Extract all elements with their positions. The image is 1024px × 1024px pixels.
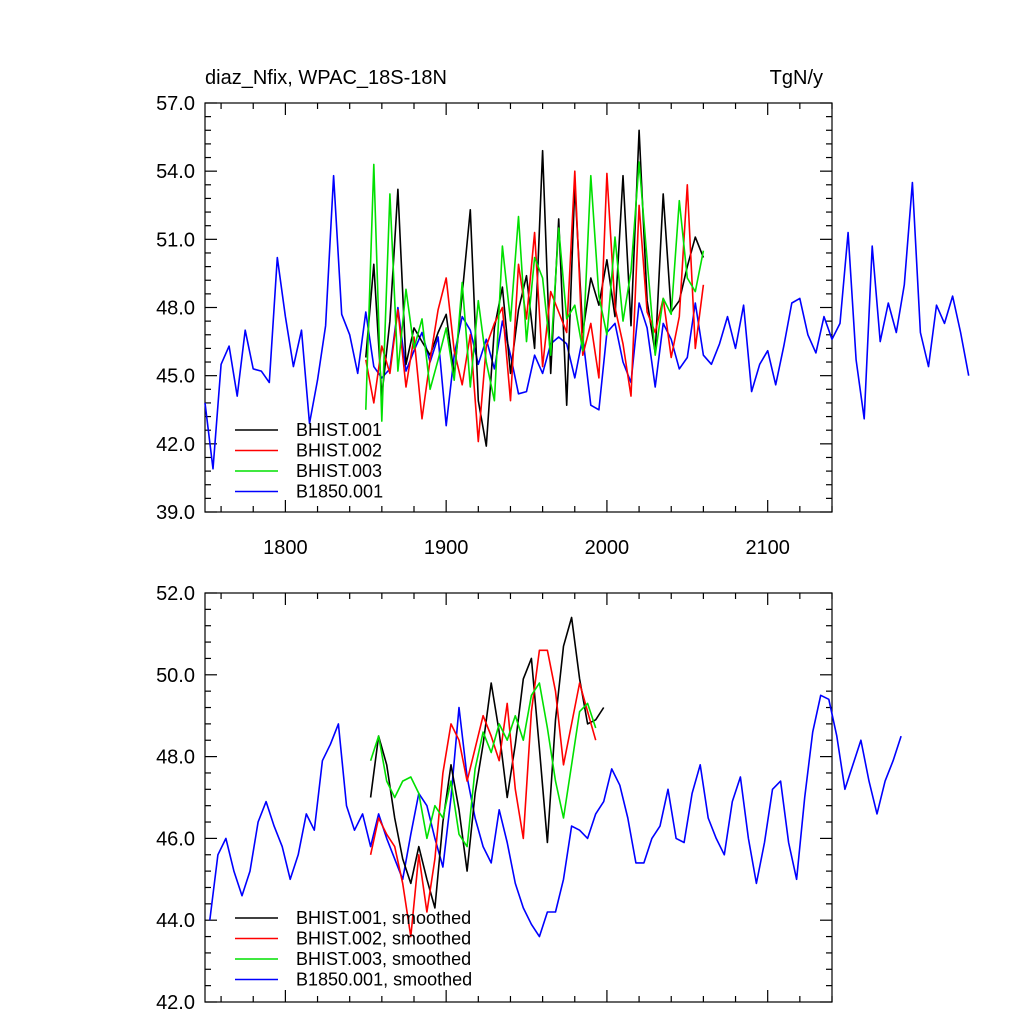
legend-label: BHIST.001 [296,420,382,440]
bottom-panel-series [209,616,902,938]
y-tick-label: 44.0 [156,910,195,932]
y-tick-label: 39.0 [156,502,195,524]
x-tick-label: 2100 [745,537,790,559]
top-panel-series [204,129,970,470]
chart-title-left: diaz_Nfix, WPAC_18S-18N [205,67,447,89]
series-line-bhist-001 [365,129,705,447]
top-panel-ticks: 39.0 42.0 45.0 48.0 51.0 54.0 57.0 1800 1900 2000… [156,93,833,559]
y-tick-label: 46.0 [156,828,195,850]
series-line-b1850-001 [204,174,970,470]
y-tick-label: 52.0 [156,583,195,605]
bottom-panel-ticks: 42.0 44.0 46.0 48.0 50.0 52.0 [156,583,833,1014]
y-tick-label: 57.0 [156,93,195,115]
series-line-bhist-002 [365,170,705,443]
legend-label: BHIST.003, smoothed [296,949,471,969]
series-line-bhist-003 [365,161,705,422]
series-line-bhist-003 [369,682,597,848]
y-tick-label: 48.0 [156,747,195,769]
series-line-b1850-001 [209,694,902,938]
y-tick-label: 54.0 [156,161,195,183]
legend-label: BHIST.003 [296,461,382,481]
y-tick-label: 48.0 [156,298,195,320]
y-tick-label: 51.0 [156,229,195,251]
x-tick-label: 2000 [585,537,630,559]
legend-label: B1850.001, smoothed [296,970,472,990]
bottom-panel-frame [204,592,833,1003]
legend-label: BHIST.001, smoothed [296,908,471,928]
chart-title-units: TgN/y [770,67,823,89]
top-panel: 39.0 42.0 45.0 48.0 51.0 54.0 57.0 1800 1900 2000… [156,93,970,559]
series-line-bhist-002 [369,649,597,938]
bottom-panel: 42.0 44.0 46.0 48.0 50.0 52.0 BHIST.001, smoo… [156,583,902,1014]
legend-label: BHIST.002 [296,441,382,461]
x-tick-label: 1800 [263,537,308,559]
y-tick-label: 42.0 [156,434,195,456]
legend-label: B1850.001 [296,482,383,502]
series-line-bhist-001 [369,616,605,909]
x-tick-label: 1900 [424,537,469,559]
legend-label: BHIST.002, smoothed [296,929,471,949]
y-tick-label: 50.0 [156,665,195,687]
y-tick-label: 42.0 [156,992,195,1014]
y-tick-label: 45.0 [156,366,195,388]
